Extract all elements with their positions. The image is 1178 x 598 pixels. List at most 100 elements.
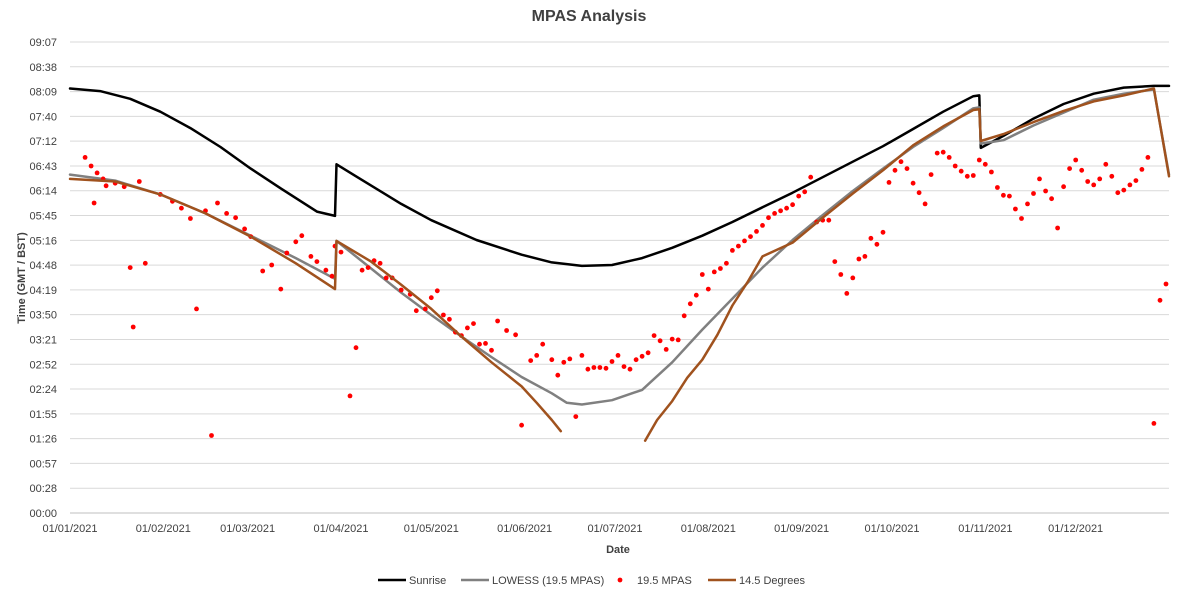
19-5-mpas-point — [850, 275, 856, 281]
19-5-mpas-point — [233, 215, 239, 221]
19-5-mpas-point — [928, 172, 934, 178]
19-5-mpas-point — [130, 324, 136, 330]
x-tick-label: 01/04/2021 — [313, 523, 368, 535]
19-5-mpas-point — [434, 288, 440, 294]
19-5-mpas-point — [603, 365, 609, 371]
19-5-mpas-point — [483, 341, 488, 346]
19-5-mpas-point — [82, 155, 88, 160]
19-5-mpas-point — [534, 353, 540, 358]
19-5-mpas-point — [1151, 421, 1157, 426]
19-5-mpas-point — [504, 328, 509, 333]
x-tick-label: 01/08/2021 — [681, 523, 736, 535]
19-5-mpas-point — [1073, 157, 1079, 163]
19-5-mpas-point — [1121, 187, 1127, 193]
19-5-mpas-point — [1049, 196, 1054, 202]
19-5-mpas-point — [718, 266, 723, 271]
19-5-mpas-point — [224, 211, 230, 216]
y-tick-label: 00:28 — [29, 483, 57, 495]
14-5-degrees-line — [68, 177, 563, 433]
19-5-mpas-point — [269, 262, 275, 268]
x-tick-label: 01/02/2021 — [136, 523, 191, 535]
19-5-mpas-point — [1163, 281, 1169, 287]
19-5-mpas-point — [323, 267, 329, 273]
19-5-mpas-point — [736, 243, 741, 249]
19-5-mpas-point — [91, 200, 97, 206]
y-tick-label: 08:38 — [29, 62, 57, 74]
19-5-mpas-point — [687, 301, 693, 307]
19-5-mpas-point — [748, 234, 753, 240]
19-5-mpas-point — [1109, 173, 1115, 179]
19-5-mpas-point — [597, 365, 603, 370]
legend-label-lowess-19-5-mpas: LOWESS (19.5 MPAS) — [492, 575, 604, 587]
19-5-mpas-point — [856, 256, 862, 262]
y-tick-label: 09:07 — [29, 37, 57, 49]
y-tick-label: 06:43 — [29, 161, 57, 173]
19-5-mpas-point — [1079, 167, 1085, 173]
19-5-mpas-point — [209, 433, 214, 438]
19-5-mpas-point — [353, 345, 359, 351]
19-5-mpas-point — [663, 347, 669, 352]
19-5-mpas-point — [519, 422, 524, 428]
19-5-mpas-point — [471, 321, 476, 326]
19-5-mpas-point — [1001, 192, 1006, 198]
y-tick-label: 00:57 — [29, 458, 57, 470]
x-tick-label: 01/11/2021 — [958, 523, 1012, 535]
19-5-mpas-point — [892, 167, 898, 173]
19-5-mpas-point — [142, 260, 148, 266]
legend-label-sunrise: Sunrise — [409, 575, 446, 587]
y-tick-label: 03:50 — [29, 310, 57, 322]
y-tick-label: 04:48 — [29, 260, 57, 272]
19-5-mpas-point — [627, 366, 633, 372]
19-5-mpas-point — [1115, 190, 1121, 196]
19-5-mpas-point — [730, 248, 735, 253]
y-tick-label: 07:12 — [29, 136, 57, 148]
19-5-mpas-point — [705, 286, 711, 292]
x-axis-ticks: 01/01/2021 01/02/2021 01/03/2021 01/04/2021… — [42, 523, 1103, 535]
y-axis-ticks: 00:00 00:28 00:57 01:26 01:55 02:24 02:52 03:21… — [29, 37, 57, 520]
19-5-mpas-point — [477, 341, 482, 347]
19-5-mpas-point — [874, 241, 880, 247]
x-tick-label: 01/10/2021 — [864, 523, 919, 535]
x-tick-label: 01/05/2021 — [404, 523, 459, 535]
sunrise-line — [68, 84, 1171, 268]
19-5-mpas-point — [681, 313, 687, 319]
x-tick-label: 01/01/2021 — [42, 523, 97, 535]
19-5-mpas-point — [995, 185, 1000, 190]
x-tick-label: 01/06/2021 — [497, 523, 552, 535]
19-5-mpas-point — [952, 163, 958, 169]
19-5-mpas-point — [693, 292, 699, 298]
19-5-mpas-point — [766, 215, 771, 221]
19-5-mpas-point — [772, 211, 777, 216]
19-5-mpas-point — [1103, 161, 1109, 167]
x-axis-title: Date — [606, 544, 630, 556]
19-5-mpas-point — [347, 393, 353, 399]
19-5-mpas-point — [898, 159, 904, 165]
19-5-mpas-point — [916, 190, 922, 196]
19-5-mpas-point — [573, 414, 579, 419]
19-5-mpas-point — [489, 347, 494, 353]
19-5-mpas-point — [844, 291, 850, 296]
19-5-mpas-point — [528, 358, 534, 363]
19-5-mpas-point — [1067, 166, 1072, 172]
19-5-mpas-point — [790, 202, 795, 208]
19-5-mpas-point — [188, 216, 193, 221]
19-5-mpas-point — [579, 353, 585, 358]
19-5-mpas-point — [609, 359, 615, 364]
19-5-mpas-point — [1139, 167, 1145, 172]
19-5-mpas-point — [441, 312, 446, 318]
19-5-mpas-point — [1055, 225, 1060, 231]
19-5-mpas-point — [784, 205, 789, 211]
x-tick-label: 01/07/2021 — [587, 523, 642, 535]
19-5-mpas-point — [179, 205, 184, 211]
y-tick-label: 05:16 — [29, 235, 57, 247]
19-5-mpas-point — [802, 189, 808, 195]
19-5-mpas-point — [194, 306, 199, 312]
19-5-mpas-point — [1007, 193, 1012, 199]
19-5-mpas-point — [555, 372, 561, 378]
19-5-mpas-point — [964, 173, 970, 179]
19-5-mpas-point — [880, 229, 886, 235]
19-5-mpas-point — [711, 269, 717, 275]
19-5-mpas-point — [657, 338, 663, 344]
y-axis-title: Time (GMT / BST) — [16, 232, 28, 324]
19-5-mpas-point — [338, 249, 344, 255]
